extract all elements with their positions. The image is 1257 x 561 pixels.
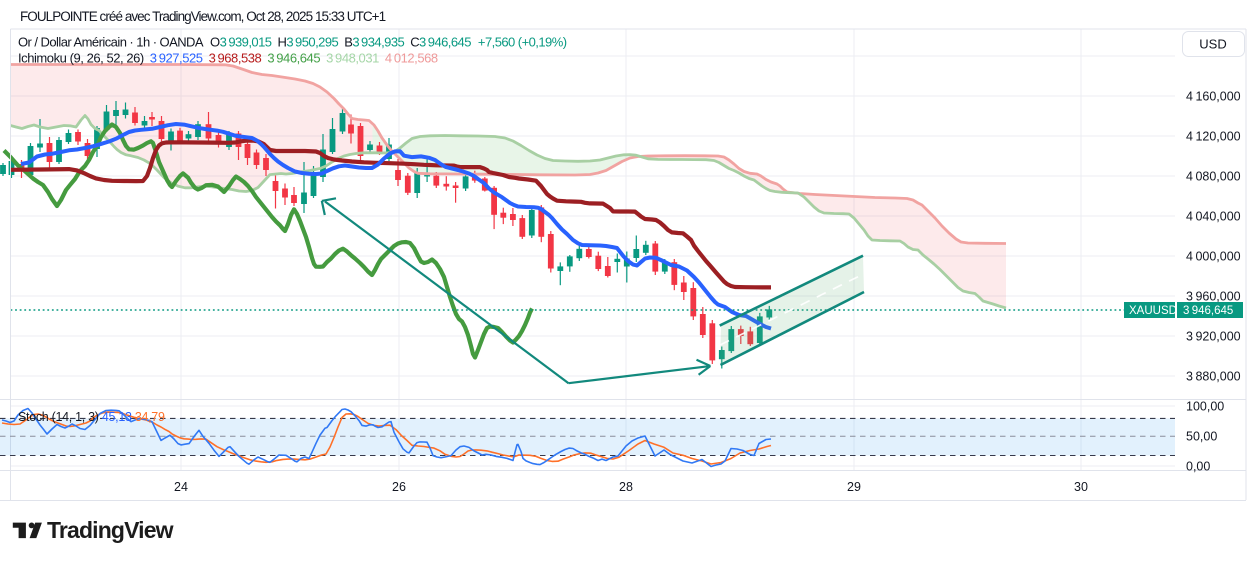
svg-text:Stoch (14, 1, 3) 45,13 34,79: Stoch (14, 1, 3) 45,13 34,79 — [18, 410, 165, 424]
svg-text:0,00: 0,00 — [1186, 460, 1210, 474]
svg-text:29: 29 — [847, 480, 861, 494]
svg-text:FOULPOINTE créé avec TradingVi: FOULPOINTE créé avec TradingView.com, Oc… — [20, 9, 386, 24]
svg-text:USD: USD — [1199, 37, 1226, 52]
svg-text:4 120,000: 4 120,000 — [1186, 130, 1241, 144]
svg-text:4 160,000: 4 160,000 — [1186, 90, 1241, 104]
svg-text:XAUUSD: XAUUSD — [1129, 305, 1177, 317]
svg-text:Or / Dollar Américain · 1h · O: Or / Dollar Américain · 1h · OANDA O3 939… — [18, 35, 567, 50]
svg-text:50,00: 50,00 — [1186, 430, 1217, 444]
svg-text:3 960,000: 3 960,000 — [1186, 290, 1241, 304]
svg-text:Ichimoku (9, 26, 52, 26)3 927,: Ichimoku (9, 26, 52, 26) 3 927,525 3 968,5… — [18, 51, 438, 66]
svg-text:100,00: 100,00 — [1186, 400, 1224, 414]
svg-text:3 920,000: 3 920,000 — [1186, 330, 1241, 344]
svg-text:3 946,645: 3 946,645 — [1183, 305, 1233, 317]
svg-text:4 080,000: 4 080,000 — [1186, 170, 1241, 184]
svg-text:26: 26 — [392, 480, 406, 494]
svg-text:TradingView: TradingView — [47, 517, 174, 543]
svg-text:3 880,000: 3 880,000 — [1186, 370, 1241, 384]
svg-text:24: 24 — [174, 480, 188, 494]
svg-text:28: 28 — [619, 480, 633, 494]
svg-text:4 000,000: 4 000,000 — [1186, 250, 1241, 264]
svg-text:4 040,000: 4 040,000 — [1186, 210, 1241, 224]
svg-text:30: 30 — [1074, 480, 1088, 494]
